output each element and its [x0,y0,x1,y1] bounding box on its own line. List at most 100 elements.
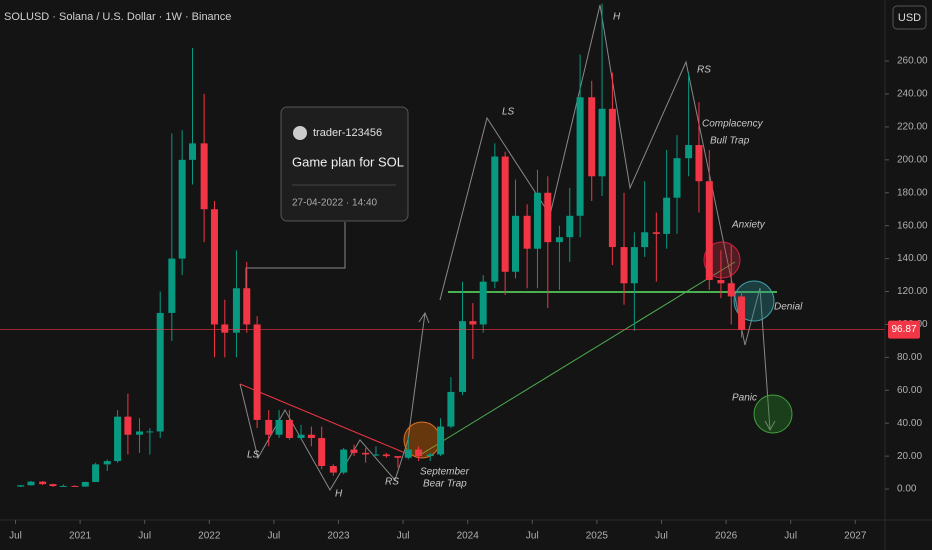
candle-body [307,434,315,439]
annotation: LS [247,450,260,461]
candle-body [459,321,467,392]
candle-body [491,156,499,282]
candle-body [533,192,541,249]
last-price-box [888,320,920,339]
candle-body [49,484,57,487]
currency-button[interactable] [892,5,927,30]
pattern-line [439,4,771,431]
candle-body [620,247,628,284]
candle-body [124,416,132,435]
currency[interactable]: USD [898,12,921,24]
candle-body [608,108,616,248]
y-tick-label: 260.00 [897,56,928,67]
annotation: RS [697,65,711,76]
x-tick-label: Jul [9,531,22,542]
candle-body [511,215,519,272]
candle-body [437,426,445,455]
candle-body [178,159,186,259]
candle-body [340,449,348,473]
x-tick-label: Jul [784,531,797,542]
candle-body [641,232,649,248]
candle-body [479,281,487,325]
trend-line [419,261,736,456]
candle-body [210,209,218,325]
candle-body [663,197,671,234]
candle-body [156,312,164,432]
candle-body [350,449,358,453]
y-tick-label: 220.00 [897,122,928,133]
annotation: Anxiety [731,220,766,231]
candle-body [544,192,552,243]
trend-line [239,383,411,456]
candle-body [727,283,735,297]
arrow-head [418,311,430,324]
annotation: LS [502,107,515,118]
x-tick-label: 2025 [586,531,609,542]
chart-title: SOLUSD · Solana / U.S. Dollar · 1W · Bin… [4,11,231,23]
candle-body [318,438,326,467]
candle-body [200,143,208,210]
y-tick-label: 40.00 [897,418,922,429]
x-tick-label: 2022 [198,531,221,542]
candle-body [27,481,35,486]
x-tick-label: 2021 [69,531,92,542]
candle-body [447,391,455,427]
candles [0,3,885,488]
avatar [293,126,307,140]
candle-body [253,324,261,420]
candle-body [81,481,89,487]
candle-body [695,145,703,182]
candle-body [221,324,229,333]
timestamp: 27-04-2022 · 14:40 [292,198,378,209]
candle-body [232,288,240,333]
pattern-line [239,312,426,491]
callout-line [245,222,346,300]
candle-body [297,434,305,439]
arrow-head [764,420,776,432]
y-tick-label: 160.00 [897,220,928,231]
candle-body [555,237,563,243]
x-tick-label: 2023 [327,531,350,542]
candle-body [329,466,337,473]
y-tick-label: 60.00 [897,385,922,396]
y-tick-label: 80.00 [897,352,922,363]
candle-body [39,481,47,485]
candle-body [59,485,67,487]
annotation: H [335,489,343,500]
candle-body [17,485,25,487]
annotation: Panic [732,393,757,404]
candle-body [136,431,144,435]
y-tick-label: 180.00 [897,187,928,198]
x-tick-label: Jul [397,531,410,542]
candle-body [382,454,390,457]
y-tick-label: 140.00 [897,253,928,264]
candle-body [285,419,293,439]
candle-body [168,258,176,313]
candle-body [404,449,412,458]
annotation: RS [385,477,399,488]
candle-body [265,419,273,435]
candle-body [738,296,746,330]
candle-body [588,97,596,177]
candle-body [114,416,122,462]
candle-body [362,452,370,455]
highlight [753,394,793,434]
candle-body [652,232,660,234]
annotation: Bear Trap [423,479,467,490]
candle-body [415,449,423,457]
candle-body [705,181,713,280]
x-tick-label: Jul [526,531,539,542]
x-tick-label: 2027 [844,531,867,542]
last-price-label: 96.87 [891,324,916,335]
candle-body [717,280,725,284]
candle-body [275,419,283,435]
annotation: Denial [774,302,803,313]
y-tick-label: 20.00 [897,451,922,462]
y-tick-label: 0.00 [897,484,917,495]
card[interactable] [280,106,409,222]
candle-body [146,431,154,433]
candle-body [426,454,434,457]
idea-card[interactable]: trader-123456 Game plan for SOL 27-04-20… [280,106,409,222]
